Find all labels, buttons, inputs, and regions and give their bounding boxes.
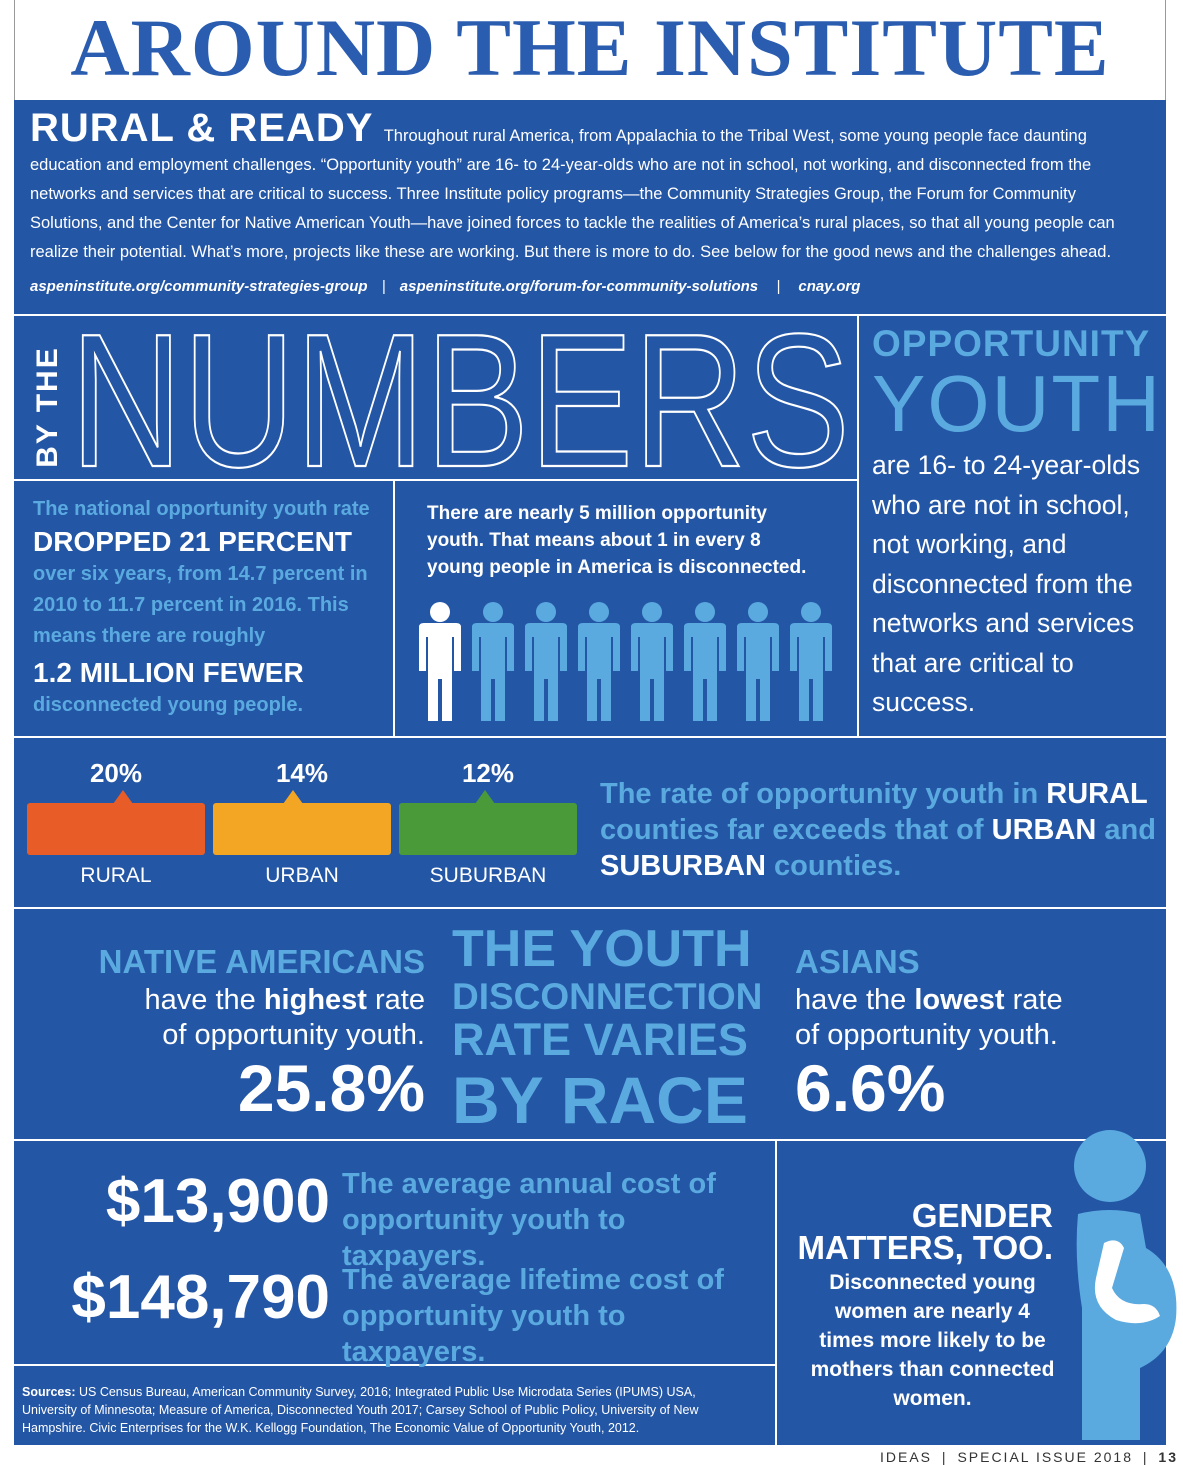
person-icon xyxy=(578,602,620,721)
numbers-title-svg: NUMBERS xyxy=(69,318,851,478)
stat-lead: The national opportunity youth rate xyxy=(33,498,370,520)
bar-pointer xyxy=(283,790,303,804)
race-heading: THE YOUTH xyxy=(452,920,752,978)
links: aspeninstitute.org/community-strategies-… xyxy=(30,278,860,295)
race-right: ASIANS have the lowest rate of opportuni… xyxy=(795,942,1155,1124)
race-group: ASIANS xyxy=(795,943,920,980)
person-icon xyxy=(790,602,832,721)
bar-value: 12% xyxy=(461,758,515,788)
stat-tail: disconnected young people. xyxy=(33,694,304,716)
link[interactable]: aspeninstitute.org/forum-for-community-s… xyxy=(399,278,759,295)
race-text: of opportunity youth. xyxy=(162,1019,425,1051)
statement-text: counties far exceeds that of xyxy=(600,814,984,846)
race-emphasis: lowest xyxy=(914,984,1005,1016)
person-icon xyxy=(737,602,779,721)
footer-text: 13 xyxy=(1158,1449,1178,1465)
link-separator: | xyxy=(776,278,781,295)
divider xyxy=(393,481,395,737)
bar-pointer xyxy=(113,790,133,804)
divider xyxy=(14,907,1166,909)
numbers-title: NUMBERS xyxy=(70,318,850,478)
race-value: 6.6% xyxy=(795,1051,946,1125)
cost-text: The average lifetime cost of opportunity… xyxy=(342,1264,724,1368)
race-text: rate xyxy=(1012,984,1063,1016)
link-separator: | xyxy=(381,278,386,295)
person-icon xyxy=(631,602,673,721)
stat-count: There are nearly 5 million opportunity y… xyxy=(427,503,807,578)
gender-title: GENDER MATTERS, TOO. xyxy=(797,1197,1053,1266)
statement-text: and xyxy=(1104,814,1156,846)
bar-label: RURAL xyxy=(80,864,152,887)
header-frame xyxy=(14,0,1166,100)
race-text: have the xyxy=(795,984,907,1016)
race-text: of opportunity youth. xyxy=(795,1019,1058,1051)
statement-text: counties. xyxy=(774,850,902,882)
race-heading: DISCONNECTION xyxy=(452,976,763,1017)
stat-highlight: DROPPED 21 PERCENT xyxy=(33,526,352,557)
cost-amount: $13,900 xyxy=(105,1167,330,1236)
statement-highlight: RURAL xyxy=(1046,778,1148,810)
divider xyxy=(857,316,859,737)
link[interactable]: cnay.org xyxy=(798,278,861,295)
person-icon xyxy=(472,602,514,721)
bar-value: 14% xyxy=(275,758,329,788)
sources: Sources: US Census Bureau, American Comm… xyxy=(22,1383,742,1437)
header-title: AROUND THE INSTITUTE xyxy=(70,2,1110,93)
bar xyxy=(399,803,577,855)
stat-drop: The national opportunity youth rate DROP… xyxy=(33,494,383,716)
person-icon xyxy=(684,602,726,721)
bar xyxy=(27,803,205,855)
divider xyxy=(14,1139,1166,1141)
stat-detail: over six years, from 14.7 percent in 201… xyxy=(33,563,368,647)
race-heading: RATE VARIES xyxy=(452,1014,748,1065)
divider xyxy=(14,314,1166,316)
footer: IDEAS | SPECIAL ISSUE 2018 | 13 xyxy=(880,1449,1178,1465)
bar-pointer xyxy=(475,790,495,804)
divider xyxy=(14,1364,775,1366)
divider xyxy=(14,479,857,481)
bar-label: SUBURBAN xyxy=(429,864,547,887)
footer-text: SPECIAL ISSUE 2018 xyxy=(957,1449,1133,1465)
people-icons xyxy=(419,602,832,721)
gender-text: Disconnected young women are nearly 4 ti… xyxy=(810,1271,1055,1410)
stat-highlight: 1.2 MILLION FEWER xyxy=(33,657,304,688)
race-value: 25.8% xyxy=(237,1051,425,1125)
race-group: NATIVE AMERICANS xyxy=(98,943,425,980)
mother-icon xyxy=(1074,1130,1177,1440)
statement-highlight: URBAN xyxy=(991,814,1097,846)
race-text: have the xyxy=(144,984,256,1016)
person-icon xyxy=(419,602,461,721)
race-center: THE YOUTH DISCONNECTION RATE VARIES BY R… xyxy=(452,920,767,1136)
race-text: rate xyxy=(375,984,425,1016)
intro-title: RURAL & READY xyxy=(30,106,374,150)
link[interactable]: aspeninstitute.org/community-strategies-… xyxy=(30,278,368,295)
bar-label: URBAN xyxy=(265,864,339,887)
geography: 20% RURAL 14% URBAN 12% SUBURBAN xyxy=(0,738,600,908)
race-emphasis: highest xyxy=(263,984,367,1016)
definition-kicker: OPPORTUNITY xyxy=(872,323,1151,364)
race-left: NATIVE AMERICANS have the highest rate o… xyxy=(40,942,425,1124)
definition-title: YOUTH xyxy=(872,359,1162,448)
bar xyxy=(213,803,391,855)
divider xyxy=(14,736,1166,738)
person-icon xyxy=(525,602,567,721)
sources-label: Sources: xyxy=(22,1385,76,1399)
panel xyxy=(14,100,1166,1445)
statement-text: The rate of opportunity youth in xyxy=(600,778,1039,810)
intro-body: Throughout rural America, from Appalachi… xyxy=(30,127,1115,261)
cost-text: The average annual cost of opportunity y… xyxy=(342,1168,716,1272)
definition: OPPORTUNITY YOUTH are 16- to 24-year-old… xyxy=(872,322,1162,723)
definition-text: are 16- to 24-year-olds who are not in s… xyxy=(872,450,1141,717)
numbers-kicker: BY THE xyxy=(31,346,64,468)
footer-text: IDEAS xyxy=(880,1449,933,1465)
bar-value: 20% xyxy=(89,758,143,788)
geography-statement: The rate of opportunity youth in RURAL c… xyxy=(600,776,1160,884)
statement-highlight: SUBURBAN xyxy=(600,850,766,882)
intro: RURAL & READY Throughout rural America, … xyxy=(30,108,1145,267)
cost-amount: $148,790 xyxy=(71,1263,330,1332)
race-heading: BY RACE xyxy=(452,1063,748,1137)
sources-text: US Census Bureau, American Community Sur… xyxy=(22,1385,699,1435)
divider xyxy=(775,1141,777,1445)
